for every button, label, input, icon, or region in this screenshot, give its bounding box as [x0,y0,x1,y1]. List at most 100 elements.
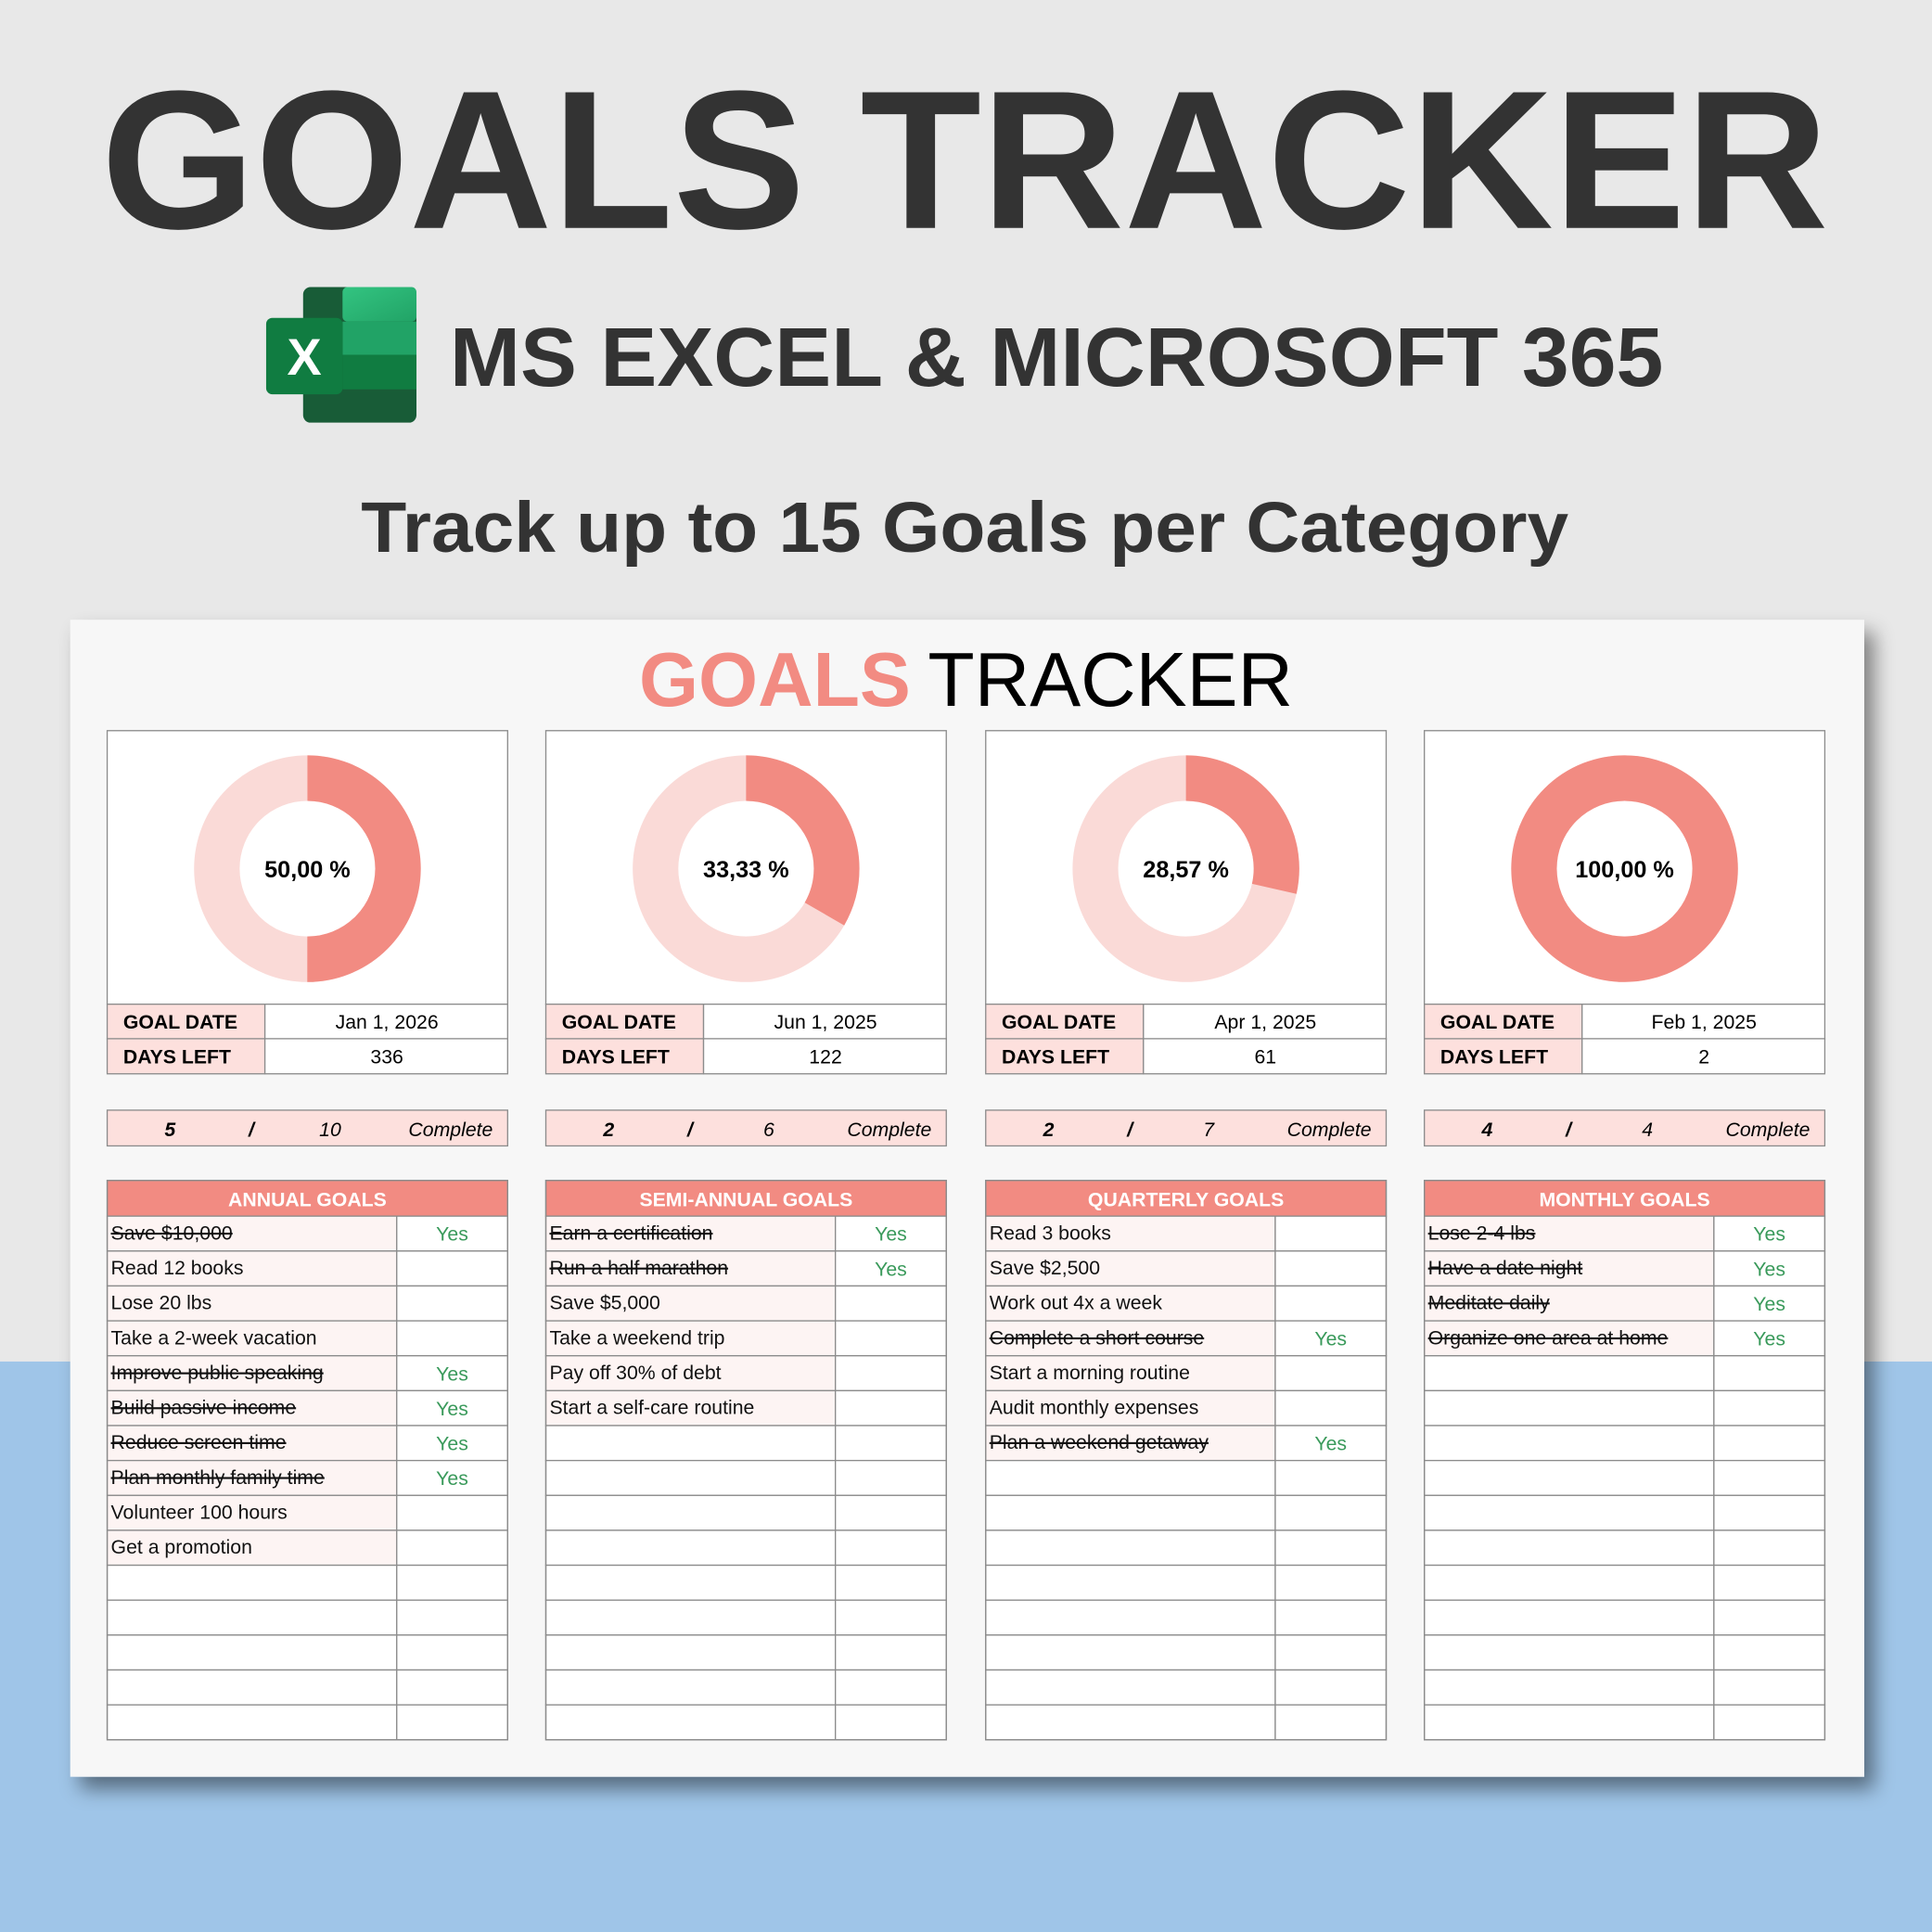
goal-cell [985,1494,1276,1531]
separator: / [1565,1119,1573,1141]
goal-text: Volunteer 100 hours [111,1502,288,1524]
panel-outline [1424,1179,1826,1741]
goal-date-label: GOAL DATE [562,1011,676,1033]
goal-date: Jun 1, 2025 [774,1011,877,1033]
value-cell [1143,1038,1388,1075]
goal-status: Yes [1753,1328,1785,1350]
goal-text: Complete a short course [990,1326,1205,1349]
goal-cell [985,1634,1276,1671]
status-cell [835,1320,947,1357]
status-cell [1274,1285,1388,1322]
completion-bar [985,1109,1388,1147]
status-cell [396,1704,508,1741]
status-cell [1713,1704,1826,1741]
status-cell [835,1529,947,1567]
status-cell [835,1355,947,1392]
percent-label: 50,00 % [264,857,351,883]
category-header [544,1179,947,1217]
goal-cell [106,1250,398,1287]
status-cell [835,1634,947,1671]
goal-cell [1424,1250,1715,1287]
goal-cell [1424,1529,1715,1567]
excel-icon: X [265,287,417,423]
goal-date: Jan 1, 2026 [336,1011,439,1033]
goal-cell [544,1425,837,1462]
days-left-label: DAYS LEFT [1002,1045,1109,1068]
goal-cell [1424,1355,1715,1392]
donut-progress [1511,755,1738,982]
days-left: 2 [1698,1045,1709,1068]
goal-text: Build passive income [111,1397,297,1419]
status-cell [396,1564,508,1601]
goal-cell [1424,1704,1715,1741]
total-count: 4 [1642,1119,1653,1141]
status-cell [396,1634,508,1671]
goal-cell [544,1599,837,1636]
total-count: 10 [319,1119,341,1141]
status-cell [1274,1459,1388,1496]
goal-text: Plan a weekend getaway [990,1431,1209,1453]
status-cell [1274,1704,1388,1741]
goal-status: Yes [875,1223,907,1246]
status-cell [835,1669,947,1706]
percent-label: 100,00 % [1575,857,1674,883]
goal-cell [544,1494,837,1531]
status-cell [1274,1634,1388,1671]
goal-text: Audit monthly expenses [990,1397,1199,1419]
goal-cell [985,1459,1276,1496]
label-cell [106,1004,266,1041]
status-cell [1713,1459,1826,1496]
goal-panel: 28,57 % GOAL DATE Apr 1, 2025 DAYS LEFT 61 2 /… [985,730,1388,1741]
goal-cell [106,1215,398,1252]
tagline: Track up to 15 Goals per Category [361,488,1568,568]
goal-cell [544,1704,837,1741]
label-cell [985,1038,1145,1075]
percent-label: 28,57 % [1143,857,1229,883]
status-cell [835,1704,947,1741]
separator: / [686,1119,695,1141]
goal-text: Earn a certification [549,1222,712,1244]
goal-cell [1424,1459,1715,1496]
goal-cell [544,1459,837,1496]
value-cell [1143,1004,1388,1041]
goal-panel: 100,00 % GOAL DATE Feb 1, 2025 DAYS LEFT 2 4 /… [1424,730,1826,1741]
goal-status: Yes [1753,1293,1785,1315]
goal-cell [544,1389,837,1427]
status-cell [1274,1215,1388,1252]
status-cell [835,1599,947,1636]
status-cell [1274,1669,1388,1706]
sheet-title-rest: TRACKER [928,637,1293,723]
status-cell [1713,1285,1826,1322]
goal-text: Get a promotion [111,1536,252,1558]
days-left: 122 [809,1045,841,1068]
goal-date-label: GOAL DATE [123,1011,237,1033]
status-cell [1274,1425,1388,1462]
subtitle: MS EXCEL & MICROSOFT 365 [450,311,1664,404]
panels: 50,00 % GOAL DATE Jan 1, 2026 DAYS LEFT 336 5… [106,730,1826,1741]
goal-text: Improve public speaking [111,1362,324,1384]
goal-cell [106,1320,398,1357]
status-cell [1713,1599,1826,1636]
status-cell [835,1494,947,1531]
status-cell [396,1599,508,1636]
status-cell [835,1459,947,1496]
status-cell [396,1250,508,1287]
status-cell [1274,1564,1388,1601]
complete-label: Complete [1287,1119,1372,1141]
goal-cell [1424,1389,1715,1427]
status-cell [1274,1494,1388,1531]
status-cell [396,1529,508,1567]
completed-count: 2 [602,1119,614,1141]
status-cell [1274,1389,1388,1427]
goal-cell [106,1564,398,1601]
goal-status: Yes [436,1398,468,1420]
goal-text: Meditate daily [1428,1292,1550,1314]
goal-status: Yes [436,1467,468,1490]
status-cell [1274,1250,1388,1287]
goal-cell [106,1704,398,1741]
complete-label: Complete [1726,1119,1810,1141]
status-cell [835,1285,947,1322]
goal-status: Yes [1314,1328,1347,1350]
goal-status: Yes [1753,1223,1785,1246]
goal-text: Organize one area at home [1428,1326,1669,1349]
